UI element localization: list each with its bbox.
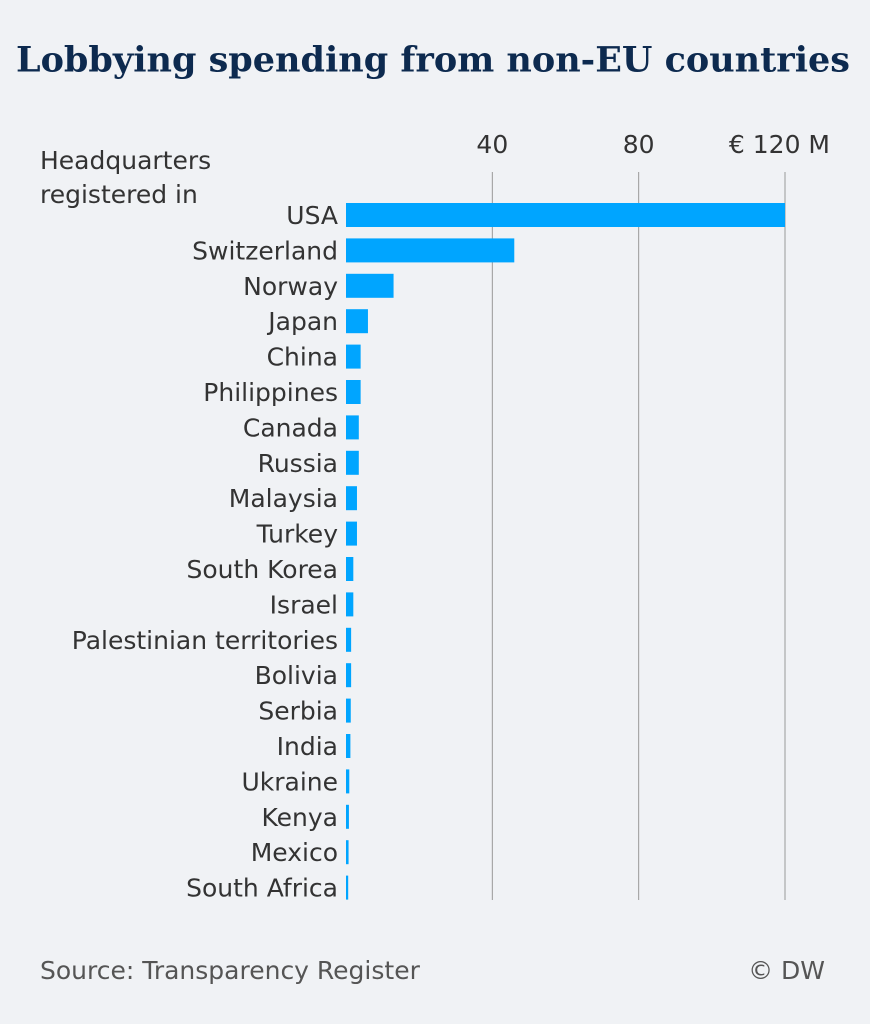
y-axis-label: Headquarters registered in: [40, 146, 212, 209]
y-tick-label: India: [277, 732, 338, 761]
x-tick-label: 80: [623, 130, 655, 159]
y-tick-label: Japan: [266, 307, 338, 336]
bar: [346, 238, 515, 263]
y-tick-label: Israel: [270, 590, 338, 619]
y-tick-label: Turkey: [256, 520, 339, 549]
y-tick-label: Canada: [243, 413, 338, 442]
y-tick-label: Philippines: [203, 378, 338, 407]
bar: [346, 415, 359, 440]
bar: [346, 769, 350, 794]
bar: [346, 840, 349, 865]
credit: © DW: [748, 956, 825, 985]
bar: [346, 521, 357, 546]
bar: [346, 734, 351, 758]
bar: [346, 804, 349, 829]
bar: [346, 486, 357, 511]
y-tick-label: Ukraine: [241, 767, 338, 796]
bar: [346, 875, 349, 900]
y-tick-label: Mexico: [251, 838, 338, 867]
y-tick-label: Malaysia: [229, 484, 338, 513]
x-tick-label: € 120 M: [729, 130, 830, 159]
y-tick-label: South Korea: [187, 555, 338, 584]
bar: [346, 627, 352, 652]
y-tick-label: Palestinian territories: [72, 626, 338, 655]
y-tick-label: Serbia: [258, 697, 338, 726]
bar: [346, 273, 394, 298]
bar: [346, 380, 361, 404]
x-tick-label: 40: [476, 130, 508, 159]
bar: [346, 557, 354, 581]
y-tick-label: Kenya: [262, 803, 339, 832]
bar: [346, 309, 368, 334]
bar: [346, 592, 354, 617]
source: Source: Transparency Register: [40, 956, 421, 985]
y-tick-label: Bolivia: [255, 661, 338, 690]
y-tick-label: Russia: [258, 449, 338, 478]
y-tick-label: China: [267, 343, 338, 372]
bar: [346, 450, 359, 475]
bar: [346, 663, 352, 688]
bar: [346, 203, 785, 227]
chart-title: Lobbying spending from non-EU countries: [16, 40, 850, 81]
y-tick-label: Switzerland: [192, 236, 338, 265]
y-tick-label: USA: [286, 201, 338, 230]
y-tick-label: South Africa: [186, 874, 338, 903]
bar: [346, 344, 361, 369]
y-tick-label: Norway: [243, 272, 338, 301]
bar: [346, 698, 351, 723]
